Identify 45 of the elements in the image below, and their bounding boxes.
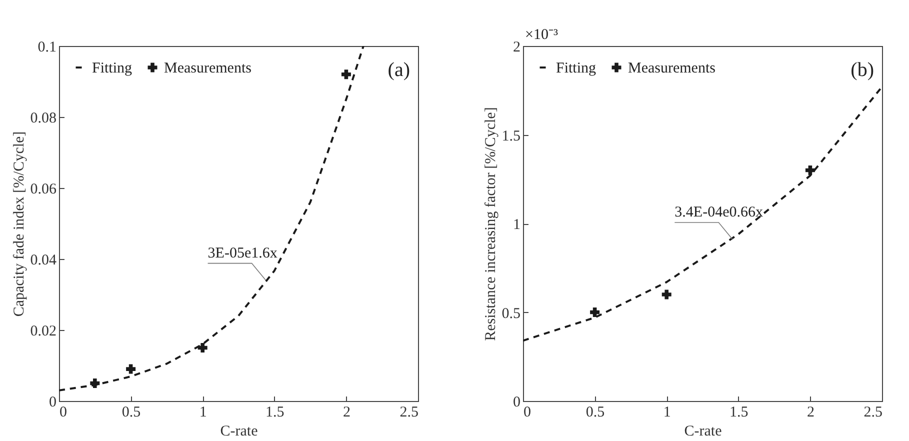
x-tick-label: 0	[60, 404, 67, 420]
y-axis-title: Capacity fade index [%/Cycle]	[11, 131, 28, 317]
y-tick-label: 0.02	[30, 324, 56, 340]
annotation: 3.4E-04e0.66x	[674, 204, 764, 220]
y-tick-label: 2	[513, 40, 520, 56]
y-tick-label: 1.5	[502, 128, 520, 144]
x-tick-label: 1	[663, 404, 671, 420]
point	[662, 290, 672, 300]
x-tick-label: 1	[199, 404, 207, 420]
y-tick-label: 0.04	[30, 252, 57, 268]
text: ×10⁻³	[525, 27, 558, 43]
legend-label: Measurements	[164, 60, 252, 76]
x-tick-label: 2	[806, 404, 814, 420]
x-tick-label: 0	[524, 404, 531, 420]
point	[198, 343, 208, 352]
annotation: 3E-05e1.6x	[208, 245, 278, 262]
y-tick-label: 0	[513, 394, 520, 410]
point	[341, 70, 351, 80]
x-tick-label: 2.5	[864, 404, 882, 420]
legend-label: Measurements	[628, 60, 716, 76]
x-tick-label: 2	[342, 404, 350, 420]
x-tick-label: 2.5	[400, 404, 418, 420]
x-tick-label: 0.5	[586, 404, 605, 420]
line-series	[523, 86, 882, 342]
y-tick-label: 0.06	[30, 182, 57, 198]
point	[90, 378, 100, 388]
y-tick-label: 0	[49, 394, 56, 410]
annotation: (a)	[388, 59, 410, 81]
y-tick-label: 0.5	[502, 306, 520, 322]
point	[805, 166, 815, 175]
point	[590, 308, 600, 317]
y-axis-title: Resistance increasing factor [%/Cycle]	[482, 107, 499, 341]
x-axis-title: C-rate	[684, 424, 722, 440]
legend-label: Fitting	[92, 60, 133, 76]
legend-label: Fitting	[556, 60, 597, 76]
x-tick-label: 0.5	[122, 404, 141, 420]
line-series	[59, 46, 364, 392]
x-tick-label: 1.5	[266, 404, 284, 420]
point	[126, 364, 136, 374]
x-axis-title: C-rate	[220, 424, 258, 440]
y-tick-label: 0.1	[38, 40, 56, 56]
y-tick-label: 1	[513, 217, 520, 233]
annotation: (b)	[850, 59, 874, 81]
y-tick-label: 0.08	[30, 110, 56, 126]
x-tick-label: 1.5	[730, 404, 748, 420]
